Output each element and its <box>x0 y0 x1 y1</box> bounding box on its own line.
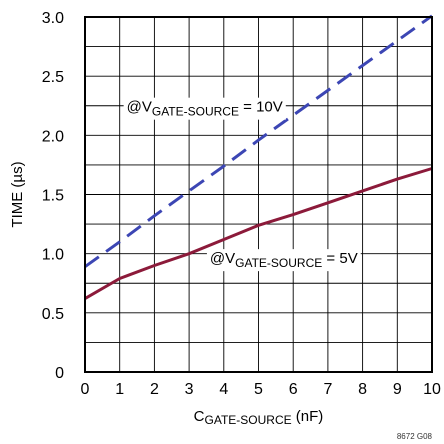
x-tick-label: 1 <box>115 381 124 398</box>
annotations: @VGATE-SOURCE = 10V @VGATE-SOURCE = 5V <box>123 97 361 272</box>
x-axis-title: CGATE-SOURCE (nF) <box>194 408 324 427</box>
series-line-5v <box>84 167 433 300</box>
series-line-10v <box>84 14 433 268</box>
plot-frame <box>84 16 433 373</box>
x-tick-label: 3 <box>185 381 194 398</box>
y-tick-label: 3.0 <box>42 10 64 27</box>
x-tick-label: 8 <box>358 381 367 398</box>
x-tick-label: 5 <box>254 381 263 398</box>
y-tick-label: 2.0 <box>42 128 64 145</box>
x-tick-labels: 0 1 2 3 4 5 6 7 8 9 10 <box>81 381 441 398</box>
x-tick-label: 9 <box>393 381 402 398</box>
annotation-background <box>123 97 286 120</box>
y-tick-label: 0.5 <box>42 306 64 323</box>
y-tick-label: 0 <box>55 365 64 382</box>
x-tick-label: 7 <box>323 381 332 398</box>
y-tick-label: 1.5 <box>42 188 64 205</box>
annotation-label: @VGATE-SOURCE = 10V <box>127 99 283 119</box>
x-tick-label: 2 <box>150 381 159 398</box>
annotation-label: @VGATE-SOURCE = 5V <box>210 250 358 270</box>
x-tick-label: 0 <box>81 381 90 398</box>
x-tick-label: 4 <box>219 381 228 398</box>
series-lines <box>84 14 433 300</box>
x-tick-label: 10 <box>423 381 441 398</box>
x-tick-label: 6 <box>289 381 298 398</box>
figure-id: 8672 G08 <box>397 432 433 441</box>
y-tick-labels: 0 0.5 1.0 1.5 2.0 2.5 3.0 <box>42 10 64 382</box>
y-tick-label: 2.5 <box>42 69 64 86</box>
y-tick-label: 1.0 <box>42 247 64 264</box>
y-axis-title: TIME (µs) <box>9 161 26 227</box>
annotation-background <box>206 249 361 272</box>
